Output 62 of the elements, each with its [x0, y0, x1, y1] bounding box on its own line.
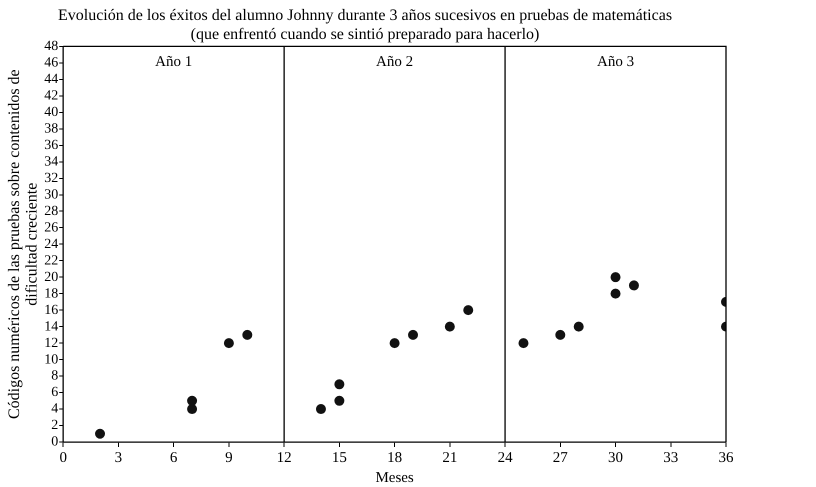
y-tick-label: 22: [44, 253, 58, 268]
x-tick-label: 12: [276, 450, 292, 466]
y-tick-label: 14: [44, 319, 58, 334]
y-tick-label: 30: [44, 187, 58, 202]
x-tick-label: 21: [442, 450, 458, 466]
point: [463, 305, 474, 316]
x-tick-label: 24: [498, 450, 514, 466]
x-tick-label: 18: [387, 450, 402, 466]
point: [95, 428, 106, 439]
y-tick-label: 2: [51, 418, 58, 434]
x-axis-title: Meses: [375, 470, 414, 486]
point: [334, 396, 344, 406]
annotation: Año 3: [596, 54, 634, 70]
y-tick-label: 24: [44, 236, 58, 252]
x-tick-label: 3: [114, 450, 122, 466]
point: [518, 338, 528, 348]
point: [610, 288, 621, 299]
x-tick-label: 27: [552, 450, 568, 466]
y-tick-label: 12: [44, 336, 58, 351]
point: [390, 338, 400, 348]
y-tick-label: 16: [44, 302, 58, 318]
y-tick-label: 42: [44, 88, 58, 104]
y-tick-label: 26: [44, 220, 58, 236]
y-tick-label: 4: [51, 402, 58, 417]
y-axis-title: Códigos numéricos de las pruebas sobre contenidos de dificultad creciente: [6, 69, 41, 420]
point: [224, 338, 234, 348]
point: [408, 330, 418, 340]
point: [187, 404, 198, 414]
x-tick-label: 15: [332, 450, 347, 466]
y-tick-label: 32: [44, 170, 58, 186]
y-tick-label: 38: [44, 121, 58, 136]
y-tick-label: 46: [44, 56, 58, 71]
y-tick-label: 48: [44, 39, 58, 54]
x-tick-label: 6: [170, 450, 178, 466]
point: [444, 322, 455, 332]
y-tick-label: 0: [51, 434, 58, 450]
y-tick-label: 20: [44, 270, 58, 285]
point: [555, 330, 566, 340]
y-tick-label: 36: [44, 138, 58, 153]
point: [316, 404, 326, 414]
y-tick-label: 44: [44, 72, 58, 88]
y-tick-label: 10: [44, 352, 58, 368]
x-tick-label: 30: [608, 450, 624, 466]
y-tick-label: 40: [44, 105, 58, 120]
y-tick-label: 6: [51, 385, 58, 400]
x-tick-label: 33: [663, 450, 678, 466]
point: [187, 396, 198, 406]
chart-title: Evolución de los éxitos del alumno Johnny durante 3 años sucesivos en pruebas de matemáticas: [58, 6, 672, 24]
y-tick-label: 18: [44, 286, 58, 302]
y-tick-label: 34: [44, 154, 58, 170]
x-tick-label: 9: [225, 450, 233, 466]
point: [242, 330, 252, 340]
annotation: Año 1: [155, 54, 192, 70]
point: [334, 379, 344, 390]
chart-subtitle: (que enfrentó cuando se sintió preparado para hacerlo): [190, 26, 540, 44]
y-tick-label: 28: [44, 204, 58, 219]
annotation: Año 2: [376, 54, 414, 70]
x-tick-label: 36: [718, 450, 734, 466]
point: [628, 280, 639, 290]
y-tick-label: 8: [51, 368, 58, 384]
point: [574, 322, 584, 332]
point: [610, 272, 621, 282]
